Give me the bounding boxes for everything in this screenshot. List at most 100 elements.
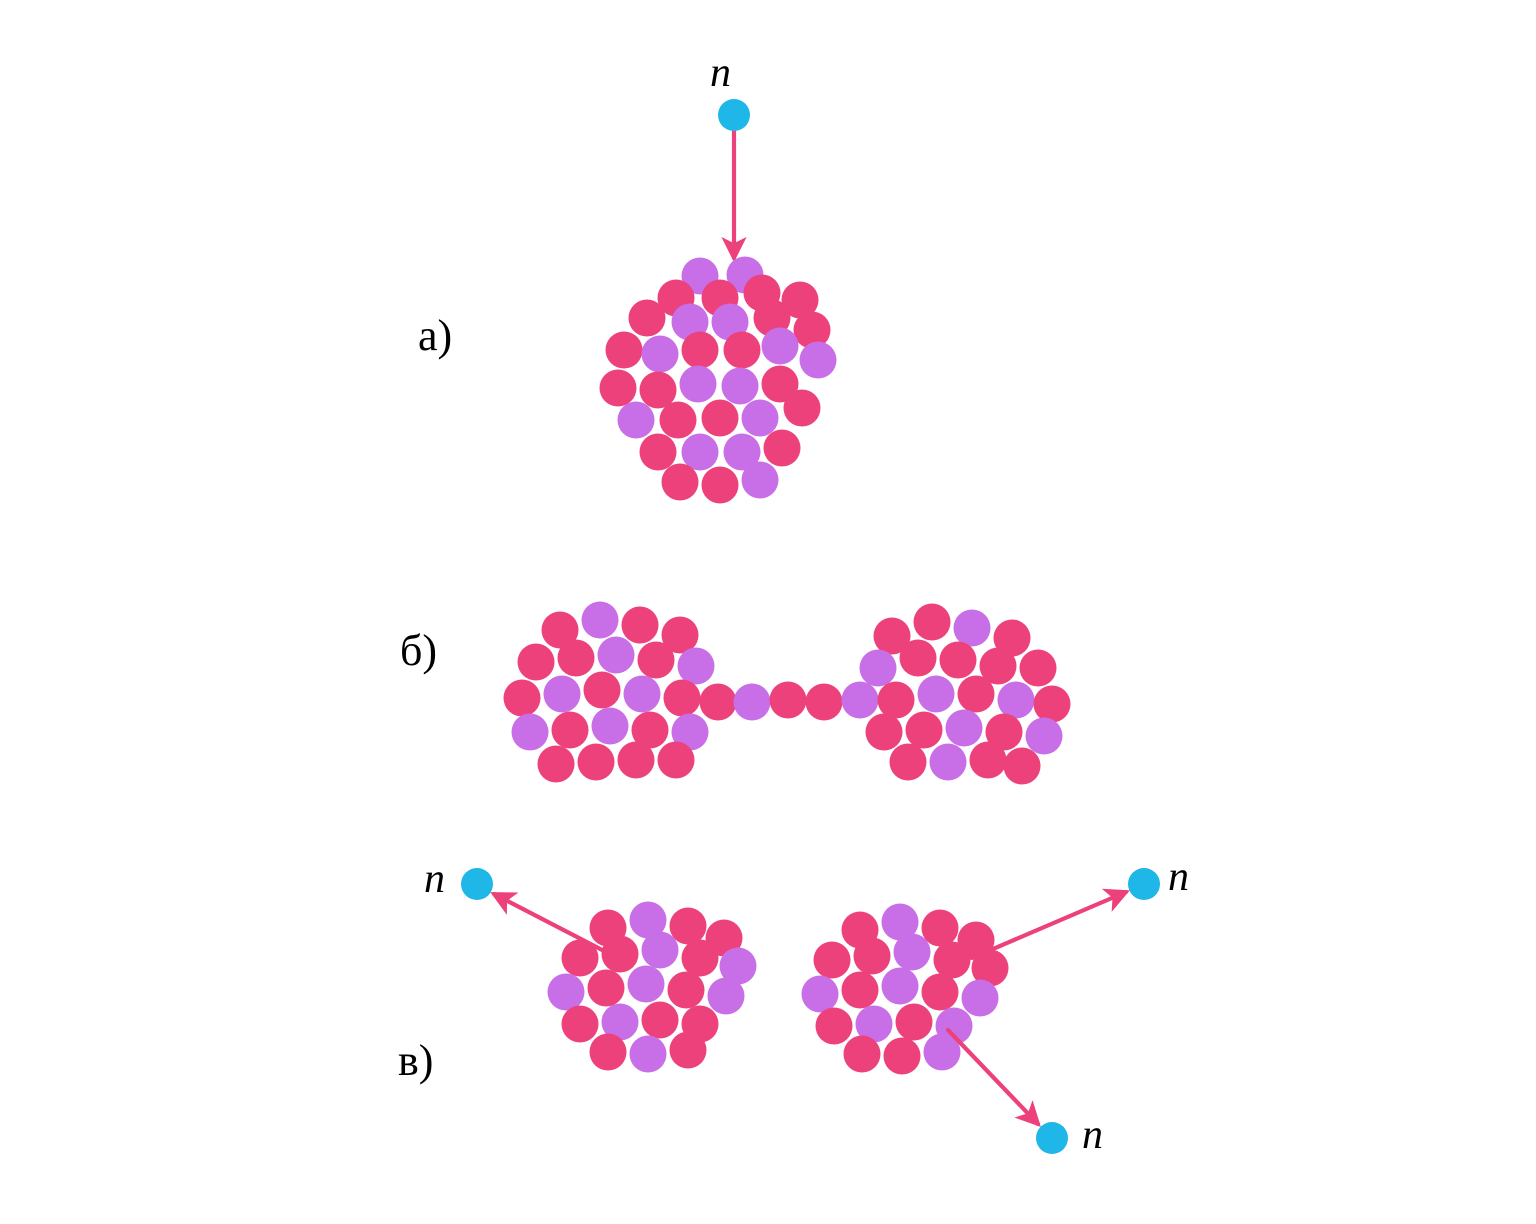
neutron-label-out-0: n — [424, 856, 445, 902]
proton-particle — [906, 712, 943, 749]
neutron-particle — [708, 978, 745, 1015]
proton-particle — [922, 974, 959, 1011]
nucleus-stage-b — [504, 602, 1071, 785]
proton-particle — [866, 714, 903, 751]
incoming-neutron — [718, 99, 750, 131]
neutron-particle — [918, 676, 955, 713]
proton-particle — [884, 1038, 921, 1075]
neutron-particle — [742, 400, 779, 437]
proton-particle — [682, 940, 719, 977]
proton-particle — [814, 942, 851, 979]
proton-particle — [590, 1034, 627, 1071]
proton-particle — [622, 607, 659, 644]
panel-label-a: а) — [418, 311, 452, 360]
proton-particle — [764, 430, 801, 467]
neutron-particle — [678, 648, 715, 685]
neutron-particle — [512, 714, 549, 751]
proton-particle — [934, 942, 971, 979]
proton-particle — [922, 910, 959, 947]
proton-particle — [890, 744, 927, 781]
fragment-2 — [802, 904, 1009, 1075]
proton-particle — [552, 712, 589, 749]
proton-particle — [816, 1008, 853, 1045]
proton-particle — [558, 640, 595, 677]
proton-particle — [784, 390, 821, 427]
neutron-particle — [598, 637, 635, 674]
proton-particle — [538, 746, 575, 783]
proton-particle — [588, 970, 625, 1007]
proton-particle — [670, 1032, 707, 1069]
emitted-neutron-0 — [461, 868, 493, 900]
proton-particle — [658, 742, 695, 779]
neutron-label-in: n — [710, 50, 731, 96]
neutron-particle — [642, 932, 679, 969]
proton-particle — [578, 744, 615, 781]
proton-particle — [842, 972, 879, 1009]
neutron-particle — [630, 1036, 667, 1073]
proton-particle — [1020, 650, 1057, 687]
emitted-neutron-arrow-2 — [948, 1030, 1038, 1124]
proton-particle — [844, 1036, 881, 1073]
neutron-particle — [946, 710, 983, 747]
neutron-particle — [642, 336, 679, 373]
proton-particle — [660, 402, 697, 439]
proton-particle — [504, 680, 541, 717]
fission-diagram: nnnnа)б)в) — [0, 0, 1536, 1224]
neutron-particle — [860, 650, 897, 687]
proton-particle — [958, 676, 995, 713]
proton-particle — [700, 684, 737, 721]
proton-particle — [854, 938, 891, 975]
emitted-neutron-2 — [1036, 1122, 1068, 1154]
proton-particle — [662, 464, 699, 501]
proton-particle — [640, 434, 677, 471]
proton-particle — [914, 604, 951, 641]
neutron-particle — [628, 966, 665, 1003]
proton-particle — [638, 642, 675, 679]
proton-particle — [602, 936, 639, 973]
neutron-particle — [802, 976, 839, 1013]
neutron-particle — [722, 368, 759, 405]
proton-particle — [900, 640, 937, 677]
neutron-particle — [998, 682, 1035, 719]
neutron-particle — [930, 744, 967, 781]
fragment-1 — [548, 902, 757, 1073]
proton-particle — [606, 332, 643, 369]
neutron-particle — [624, 676, 661, 713]
neutron-particle — [962, 980, 999, 1017]
neutron-particle — [954, 610, 991, 647]
emitted-neutron-1 — [1128, 868, 1160, 900]
neutron-particle — [882, 968, 919, 1005]
neutron-particle — [544, 676, 581, 713]
proton-particle — [702, 467, 739, 504]
neutron-particle — [800, 342, 837, 379]
proton-particle — [600, 370, 637, 407]
neutron-particle — [592, 708, 629, 745]
panel-label-b: б) — [400, 626, 437, 675]
emitted-neutron-arrow-1 — [972, 892, 1126, 958]
proton-particle — [724, 332, 761, 369]
proton-particle — [642, 1002, 679, 1039]
neutron-particle — [894, 934, 931, 971]
proton-particle — [1004, 748, 1041, 785]
proton-particle — [940, 642, 977, 679]
proton-particle — [770, 682, 807, 719]
nucleus-stage-a — [600, 257, 837, 504]
proton-particle — [806, 684, 843, 721]
proton-particle — [629, 300, 666, 337]
proton-particle — [562, 1006, 599, 1043]
neutron-particle — [762, 328, 799, 365]
neutron-particle — [680, 366, 717, 403]
neutron-label-out-2: n — [1082, 1112, 1103, 1158]
neutron-particle — [842, 682, 879, 719]
proton-particle — [896, 1004, 933, 1041]
panel-label-v: в) — [398, 1036, 433, 1085]
proton-particle — [682, 332, 719, 369]
neutron-particle — [548, 974, 585, 1011]
proton-particle — [1034, 686, 1071, 723]
proton-particle — [584, 672, 621, 709]
proton-particle — [702, 400, 739, 437]
proton-particle — [878, 682, 915, 719]
emitted-neutron-arrow-0 — [494, 894, 606, 952]
proton-particle — [670, 908, 707, 945]
proton-particle — [618, 742, 655, 779]
